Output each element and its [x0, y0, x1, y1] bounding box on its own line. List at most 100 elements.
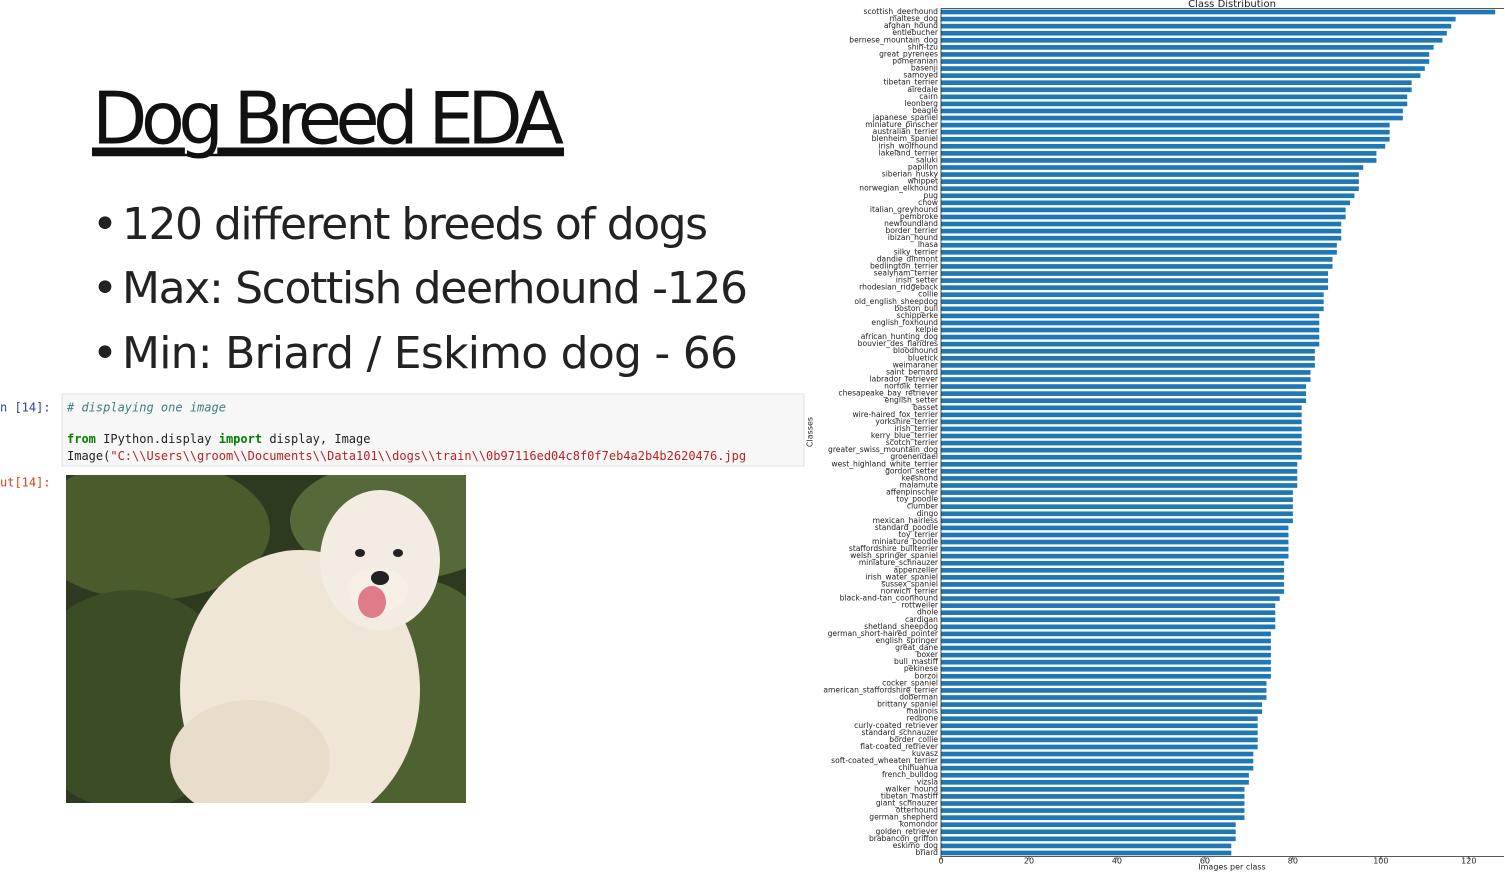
y-tick-label: irish_wolfhound [879, 141, 939, 150]
bar [941, 37, 1443, 43]
y-tick-label: labrador_retriever [869, 375, 938, 384]
bar [941, 377, 1311, 382]
y-tick-label: gordon_setter [885, 466, 939, 475]
y-tick-label: brittany_spaniel [877, 700, 938, 709]
y-tick-label: sussex_spaniel [881, 579, 938, 588]
bar [941, 702, 1263, 707]
bar [941, 532, 1289, 538]
bar [941, 179, 1359, 184]
bar [941, 271, 1329, 276]
slide-title: Dog Breed EDA [92, 77, 564, 161]
y-tick-label: french_bulldog [882, 770, 938, 779]
bar [941, 497, 1293, 502]
bar [941, 469, 1298, 474]
y-tick-label: soft-coated_wheaten_terrier [831, 756, 939, 765]
bar [941, 172, 1359, 177]
bullet: Max: Scottish deerhound -126 [122, 263, 748, 314]
y-tick-label: curly-coated_retriever [854, 721, 939, 730]
bar [941, 426, 1302, 432]
y-tick-label: greater_swiss_mountain_dog [828, 445, 938, 454]
in-prompt: n [14]: [0, 401, 51, 415]
y-tick-label: chesapeake_bay_retriever [838, 389, 938, 398]
y-tick-label: mexican_hairless [873, 516, 938, 525]
y-tick-label: bedlington_terrier [870, 261, 939, 270]
y-tick-label: great_dane [895, 643, 938, 652]
y-tick-label: entlebucher [892, 28, 939, 37]
bar [941, 158, 1377, 163]
y-tick-label: bouvier_des_flandres [858, 339, 938, 348]
bar [941, 440, 1302, 446]
x-tick-label: 100 [1373, 857, 1388, 866]
bar [941, 285, 1329, 290]
bar [941, 299, 1324, 305]
bar [941, 207, 1346, 213]
bar [941, 490, 1293, 495]
bar [941, 645, 1271, 651]
bar [941, 242, 1337, 248]
y-tick-label: scotch_terrier [886, 438, 939, 447]
bar [941, 257, 1333, 262]
bar [941, 59, 1430, 64]
bar [941, 370, 1311, 375]
y-tick-label: giant_schnauzer [876, 799, 939, 808]
y-tick-label: old_english_sheepdog [854, 297, 938, 306]
y-tick-label: yorkshire_terrier [875, 417, 939, 426]
bar [941, 815, 1245, 820]
y-tick-label: bull_mastiff [894, 657, 939, 666]
bar [941, 744, 1258, 750]
bar [941, 9, 1496, 15]
y-tick-label: airedale [907, 85, 938, 94]
bar [941, 235, 1342, 241]
y-tick-label: japanese_spaniel [872, 113, 938, 122]
bar [941, 334, 1320, 340]
bullet-dot: • [92, 263, 118, 314]
bullet: Min: Briard / Eskimo dog - 66 [122, 328, 738, 379]
bar [941, 787, 1245, 792]
bar [941, 405, 1302, 411]
x-tick-label: 80 [1288, 857, 1298, 866]
y-tick-label: australian_terrier [873, 127, 939, 136]
bar [941, 313, 1320, 319]
y-tick-label: ibizan_hound [888, 233, 938, 242]
y-tick-label: miniature_pinscher [865, 120, 939, 129]
y-tick-label: bloodhound [893, 346, 938, 355]
bar [941, 779, 1249, 785]
bar [941, 695, 1267, 700]
y-tick-label: west_highland_white_terrier [831, 459, 938, 468]
bullet-dot: • [92, 328, 118, 379]
bar [941, 681, 1267, 686]
bar [941, 801, 1245, 806]
y-tick-label: doberman [899, 693, 938, 702]
bar [941, 214, 1346, 220]
y-tick-label: papillon [908, 163, 938, 172]
y-tick-label: italian_greyhound [870, 205, 938, 214]
y-tick-label: black-and-tan_coonhound [840, 594, 939, 603]
bar [941, 454, 1302, 460]
y-tick-label: sealyham_terrier [874, 269, 939, 278]
bar [941, 822, 1236, 828]
bar [941, 560, 1285, 566]
bar [941, 723, 1258, 729]
y-tick-label: affenpinscher [886, 488, 939, 497]
bar [941, 73, 1421, 78]
y-tick-label: welsh_springer_spaniel [850, 551, 938, 560]
bar [941, 278, 1329, 283]
bar [941, 794, 1245, 799]
y-tick-label: collie [918, 290, 938, 299]
y-tick-label: shih-tzu [908, 42, 938, 51]
bar [941, 758, 1254, 764]
y-tick-label: pembroke [900, 212, 938, 221]
y-tick-label: samoyed [903, 71, 938, 80]
y-tick-label: kelpie [915, 325, 938, 334]
y-tick-label: irish_setter [896, 276, 939, 285]
bar [941, 151, 1377, 156]
bar [941, 539, 1289, 545]
y-tick-label: basset [913, 403, 938, 412]
bar [941, 447, 1302, 453]
bar [941, 567, 1285, 573]
y-tick-label: basenji [911, 64, 938, 73]
y-tick-label: bluetick [908, 353, 939, 362]
y-tick-label: groenendael [890, 452, 938, 461]
y-tick-label: pomeranian [892, 57, 938, 66]
bar [941, 108, 1403, 114]
